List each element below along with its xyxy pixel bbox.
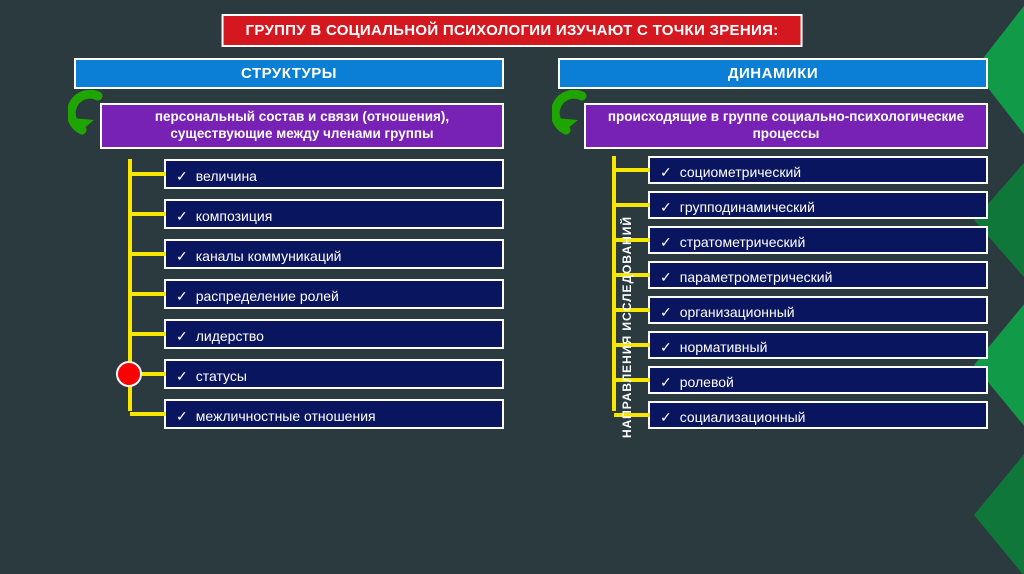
left-item: ✓ межличностные отношения — [164, 399, 504, 429]
check-icon: ✓ — [660, 302, 672, 322]
left-item: ✓ статусы — [164, 359, 504, 389]
item-label: параметрометрический — [680, 269, 833, 285]
check-icon: ✓ — [660, 267, 672, 287]
check-icon: ✓ — [660, 372, 672, 392]
check-icon: ✓ — [660, 407, 672, 427]
check-icon: ✓ — [660, 162, 672, 182]
left-item: ✓ композиция — [164, 199, 504, 229]
structure-header: СТРУКТУРЫ — [74, 58, 504, 89]
dynamics-subheader: происходящие в группе социально-психолог… — [584, 103, 988, 149]
check-icon: ✓ — [660, 197, 672, 217]
check-icon: ✓ — [176, 285, 188, 307]
check-icon: ✓ — [660, 337, 672, 357]
left-item: ✓ величина — [164, 159, 504, 189]
dynamics-tree: ✓ социометрический ✓ групподинамический ✓ стр… — [598, 156, 988, 429]
item-label: межличностные отношения — [196, 408, 376, 424]
highlight-dot-icon — [116, 361, 142, 387]
right-item: ✓ ролевой — [648, 366, 988, 394]
item-label: каналы коммуникаций — [196, 248, 342, 264]
left-item: ✓ каналы коммуникаций — [164, 239, 504, 269]
right-item: ✓ стратометрический — [648, 226, 988, 254]
item-label: нормативный — [680, 339, 768, 355]
item-label: лидерство — [196, 328, 264, 344]
column-structure: СТРУКТУРЫ персональный состав и связи (о… — [74, 58, 504, 429]
item-label: социализационный — [680, 409, 806, 425]
check-icon: ✓ — [176, 205, 188, 227]
structure-tree: ✓ величина ✓ композиция ✓ каналы коммуникаций… — [114, 159, 504, 429]
structure-subheader: персональный состав и связи (отношения),… — [100, 103, 504, 149]
curved-arrow-icon — [552, 90, 596, 150]
item-label: распределение ролей — [196, 288, 339, 304]
item-label: социометрический — [680, 164, 801, 180]
right-item: ✓ групподинамический — [648, 191, 988, 219]
check-icon: ✓ — [176, 245, 188, 267]
right-item: ✓ социализационный — [648, 401, 988, 429]
check-icon: ✓ — [176, 165, 188, 187]
main-title: ГРУППУ В СОЦИАЛЬНОЙ ПСИХОЛОГИИ ИЗУЧАЮТ С… — [222, 14, 803, 47]
right-item: ✓ социометрический — [648, 156, 988, 184]
right-item: ✓ нормативный — [648, 331, 988, 359]
check-icon: ✓ — [176, 405, 188, 427]
item-label: статусы — [196, 368, 247, 384]
left-item: ✓ распределение ролей — [164, 279, 504, 309]
item-label: стратометрический — [680, 234, 806, 250]
check-icon: ✓ — [176, 365, 188, 387]
item-label: организационный — [680, 304, 795, 320]
right-item: ✓ организационный — [648, 296, 988, 324]
curved-arrow-icon — [68, 90, 112, 150]
item-label: ролевой — [680, 374, 734, 390]
left-item: ✓ лидерство — [164, 319, 504, 349]
vertical-label: НАПРАВЛЕНИЯ ИССЛЕДОВАНИЙ — [620, 216, 634, 438]
dynamics-header: ДИНАМИКИ — [558, 58, 988, 89]
check-icon: ✓ — [176, 325, 188, 347]
item-label: композиция — [196, 208, 273, 224]
check-icon: ✓ — [660, 232, 672, 252]
item-label: групподинамический — [680, 199, 815, 215]
item-label: величина — [196, 168, 257, 184]
right-item: ✓ параметрометрический — [648, 261, 988, 289]
